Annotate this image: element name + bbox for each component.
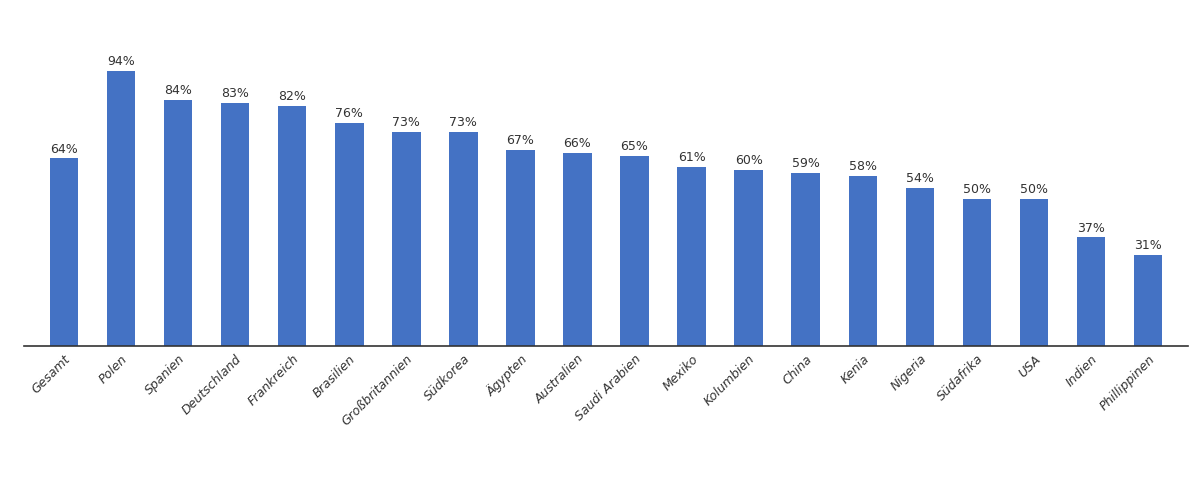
Text: 73%: 73% [392, 116, 420, 129]
Bar [335, 123, 364, 346]
Bar [962, 199, 991, 346]
Text: 31%: 31% [1134, 239, 1162, 252]
Bar [1020, 199, 1049, 346]
Bar [677, 167, 706, 346]
Text: 50%: 50% [1020, 183, 1048, 196]
Text: 84%: 84% [164, 84, 192, 97]
Bar [107, 71, 136, 346]
Bar [506, 150, 535, 346]
Text: 76%: 76% [335, 108, 364, 120]
Text: 94%: 94% [107, 55, 134, 68]
Bar [734, 170, 763, 346]
Bar [848, 176, 877, 346]
Bar [563, 153, 592, 346]
Bar [1134, 255, 1163, 346]
Bar [392, 132, 420, 346]
Bar [221, 103, 250, 346]
Text: 54%: 54% [906, 172, 934, 185]
Text: 65%: 65% [620, 140, 648, 153]
Bar [163, 100, 192, 346]
Text: 58%: 58% [848, 160, 877, 173]
Text: 64%: 64% [50, 143, 78, 156]
Bar [49, 158, 78, 346]
Bar [792, 173, 820, 346]
Text: 60%: 60% [734, 154, 762, 167]
Text: 37%: 37% [1078, 221, 1105, 235]
Text: 67%: 67% [506, 134, 534, 147]
Bar [278, 106, 306, 346]
Text: 83%: 83% [221, 87, 250, 100]
Bar [1076, 238, 1105, 346]
Text: 82%: 82% [278, 90, 306, 103]
Bar [449, 132, 478, 346]
Text: 59%: 59% [792, 157, 820, 170]
Text: 73%: 73% [450, 116, 478, 129]
Text: 66%: 66% [564, 137, 592, 150]
Text: 50%: 50% [962, 183, 991, 196]
Text: 61%: 61% [678, 151, 706, 164]
Bar [906, 188, 934, 346]
Bar [620, 156, 649, 346]
